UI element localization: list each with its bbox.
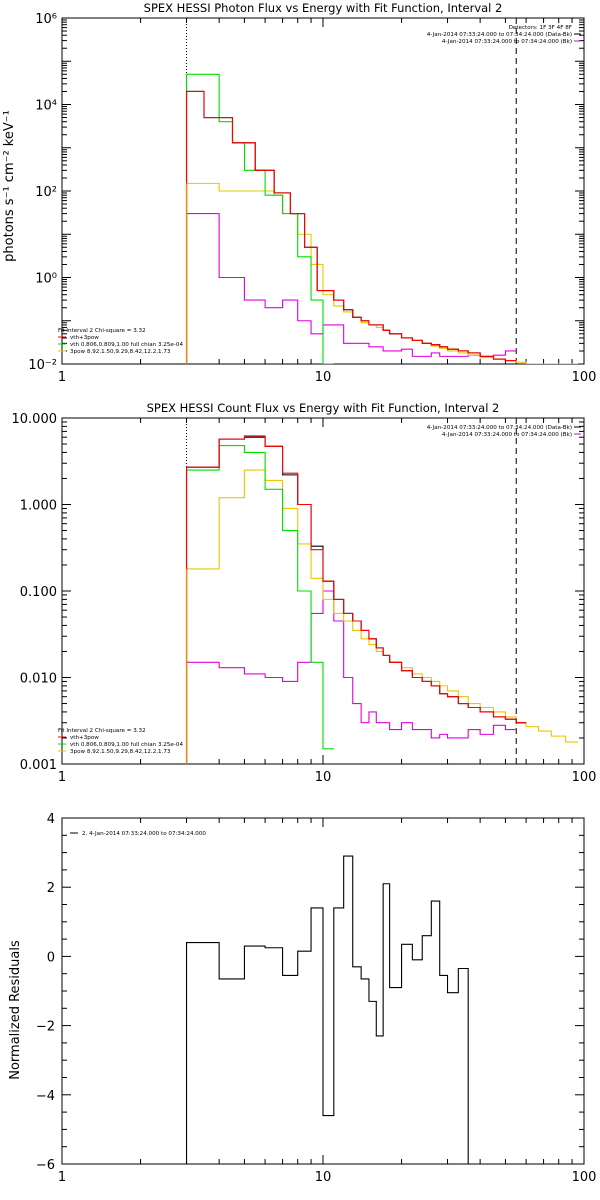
photon-legend-right-text: 4-Jan-2014 07:33:24.000 to 07:34:24.000 … [442,39,572,45]
resid-x-tick-label: 10 [315,1170,332,1185]
photon-flux-plot-area: 1 10 100 10⁻² 10⁰ 10² 10⁴ 10⁶ Detectors: 1F 3F 4… [28,12,596,385]
photon-legend-right-text: Detectors: 1F 3F 4F 8F [509,25,572,31]
photon-flux-panel: SPEX HESSI Photon Flux vs Energy with Fi… [2,1,596,385]
count-legend-left-text: Fit Interval 2 Chi-square = 3.32 [58,728,146,734]
count-y-tick-label: 0.001 [20,758,57,773]
resid-series-residuals [185,855,469,1164]
count-legend-right-text: 4-Jan-2014 07:33:24.000 to 07:34:24.000 … [427,425,572,431]
count-y-tick-label: 0.100 [20,585,57,600]
photon-flux-title: SPEX HESSI Photon Flux vs Energy with Fi… [144,1,503,15]
count-legend-left-text: 3pow 8.92,1.50,9.29,8.42,12.2,1.73 [70,749,171,755]
resid-legend-left-text: 2. 4-Jan-2014 07:33:24.000 to 07:34:24.0… [82,831,206,837]
photon-y-tick-label: 10⁴ [35,99,57,114]
resid-y-tick-label: 4 [47,812,55,827]
photon-legend-left-text: Fit Interval 2 Chi-square = 3.32 [58,328,146,334]
resid-y-tick-label: −6 [36,1158,55,1173]
resid-y-tick-label: 2 [47,881,55,896]
photon-x-tick-label: 1 [58,370,66,385]
photon-series-group [185,73,579,364]
count-y-tick-label: 0.010 [20,672,57,687]
count-x-tick-label: 100 [572,770,597,785]
photon-legend-left-text: 3pow 8.92,1.50,9.29,8.42,12.2,1.73 [70,349,171,355]
photon-x-tick-label: 10 [315,370,332,385]
count-x-tick-label: 10 [315,770,332,785]
photon-y-tick-label: 10² [35,185,57,200]
photon-legend-right-text: 4-Jan-2014 07:33:24.000 to 07:34:24.000 … [427,32,572,38]
photon-y-tick-label: 10⁶ [35,12,57,27]
count-series-bk [185,590,517,764]
count-flux-panel: SPEX HESSI Count Flux vs Energy with Fit… [12,401,597,785]
residuals-panel: Normalized Residuals 1 10 100 −6 −4 −2 0 2 4 2. 4… [8,812,596,1185]
resid-x-tick-label: 100 [572,1170,597,1185]
resid-y-tick-label: −2 [36,1020,55,1035]
resid-y-tick-label: −4 [36,1089,55,1104]
count-flux-plot-area: 1 10 100 0.001 0.010 0.100 1.000 10.000 4-Jan-20… [12,412,597,785]
photon-legend-left-text: vth 0.806,0.809,1.00 full chian 3.25e-04 [70,342,183,348]
photon-legend-left-text: vth+3pow [70,335,99,341]
count-y-tick-label: 1.000 [20,499,57,514]
photon-series-bk [185,213,517,364]
photon-y-tick-label: 10⁻² [28,358,57,373]
count-legend-left-text: vth+3pow [70,735,99,741]
residuals-plot-area: 1 10 100 −6 −4 −2 0 2 4 2. 4-Jan-2014 07:33:24.00… [36,812,597,1185]
count-y-tick-label: 10.000 [12,412,58,427]
photon-series-vth [185,73,334,364]
count-x-tick-label: 1 [58,770,66,785]
photon-flux-y-label: photons s⁻¹ cm⁻² keV⁻¹ [2,110,17,262]
count-legend-right-text: 4-Jan-2014 07:33:24.000 to 07:34:24.000 … [442,432,572,438]
count-legend-left-text: vth 0.806,0.809,1.00 full chian 3.25e-04 [70,742,183,748]
photon-x-tick-label: 100 [572,370,597,385]
count-series-vth-3pow [185,435,527,764]
count-series-group [185,435,579,764]
count-flux-title: SPEX HESSI Count Flux vs Energy with Fit… [147,401,500,415]
photon-series-vth-3pow [185,90,517,364]
resid-y-tick-label: 0 [47,950,55,965]
residuals-y-label: Normalized Residuals [8,940,23,1080]
resid-x-tick-label: 1 [58,1170,66,1185]
resid-series-group [185,855,469,1164]
photon-y-tick-label: 10⁰ [35,272,57,287]
